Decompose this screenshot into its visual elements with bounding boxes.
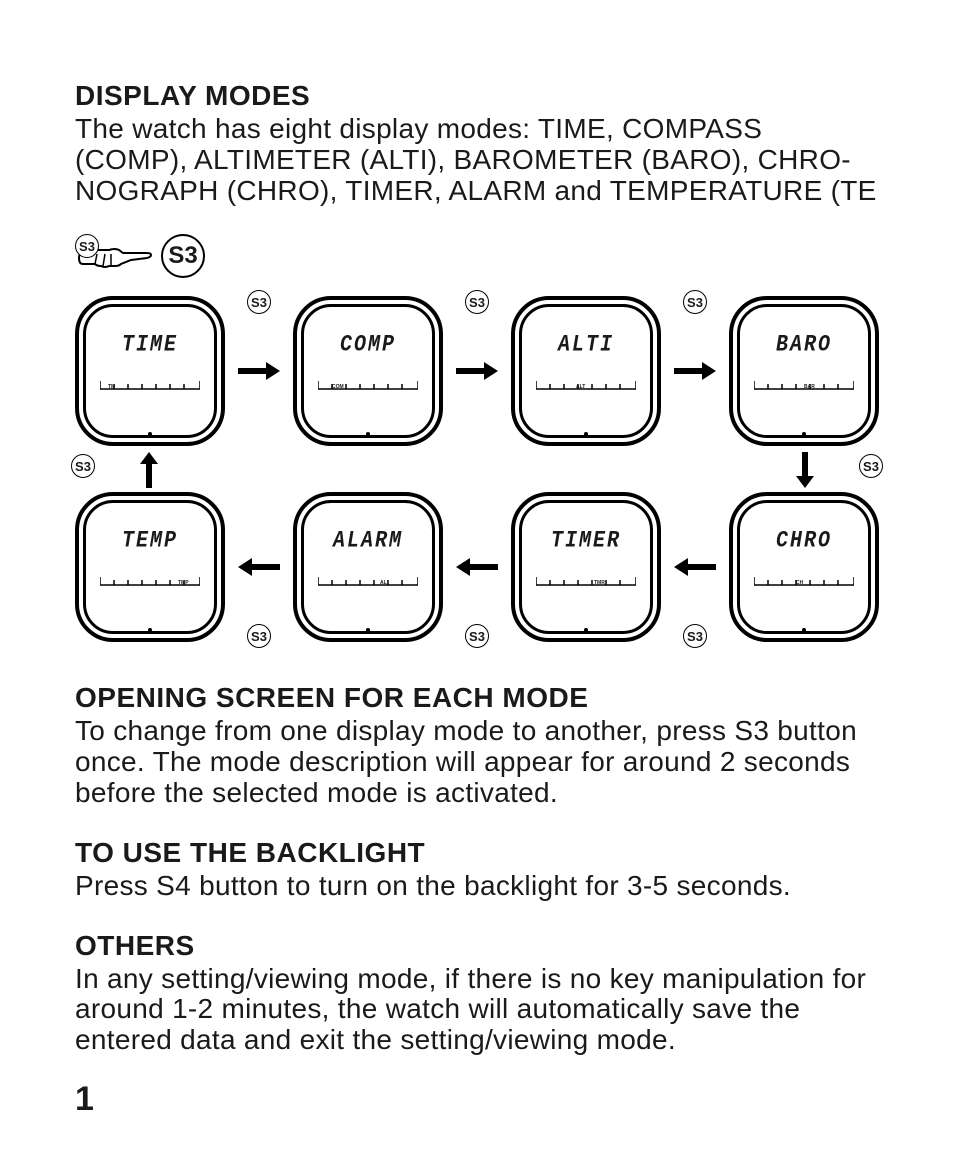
diagram-row-bottom: TEMP TMP S3 ALARM AL: [75, 492, 879, 642]
watch-scale-icon: COM: [318, 379, 418, 391]
watch-mode-label: ALTI: [558, 333, 614, 359]
watch-mode-label: BARO: [776, 333, 832, 359]
watch-scale-icon: ALT: [536, 379, 636, 391]
s3-big-label: S3: [161, 234, 205, 278]
watch-mode-label: ALARM: [333, 529, 403, 555]
diagram-row-top: TIME TM S3 COMP COM: [75, 296, 879, 446]
s3-label-icon: S3: [683, 290, 707, 314]
s3-label-icon: S3: [71, 454, 95, 478]
body-opening-screen: To change from one display mode to anoth…: [75, 716, 879, 808]
watch-temp: TEMP TMP: [75, 492, 225, 642]
arrow-right-2: S3: [452, 296, 502, 446]
watch-mode-label: TIME: [122, 333, 178, 359]
s3-label-icon: S3: [683, 624, 707, 648]
watch-timer: TIMER TMR: [511, 492, 661, 642]
s3-label-icon: S3: [859, 454, 883, 478]
heading-backlight: TO USE THE BACKLIGHT: [75, 837, 879, 869]
watch-alarm: ALARM AL: [293, 492, 443, 642]
arrow-left-2: S3: [452, 492, 502, 642]
arrow-down-right: [793, 450, 817, 490]
arrow-up-left: [137, 450, 161, 490]
watch-mode-label: TIMER: [551, 529, 621, 555]
s3-label-icon: S3: [247, 624, 271, 648]
watch-scale-icon: CH: [754, 575, 854, 587]
watch-mode-label: TEMP: [122, 529, 178, 555]
watch-mode-label: CHRO: [776, 529, 832, 555]
body-display-modes: The watch has eight display modes: TIME,…: [75, 114, 879, 206]
watch-scale-icon: TM: [100, 379, 200, 391]
watch-comp: COMP COM: [293, 296, 443, 446]
watch-scale-icon: TMR: [536, 575, 636, 587]
heading-opening-screen: OPENING SCREEN FOR EACH MODE: [75, 682, 879, 714]
body-others: In any setting/viewing mode, if there is…: [75, 964, 879, 1056]
watch-mode-label: COMP: [340, 333, 396, 359]
watch-alti: ALTI ALT: [511, 296, 661, 446]
arrow-left-1: S3: [234, 492, 284, 642]
watch-baro: BARO BAR: [729, 296, 879, 446]
watch-scale-icon: AL: [318, 575, 418, 587]
body-backlight: Press S4 button to turn on the backlight…: [75, 871, 879, 902]
arrow-left-3: S3: [670, 492, 720, 642]
heading-display-modes: DISPLAY MODES: [75, 80, 879, 112]
s3-label-icon: S3: [465, 290, 489, 314]
manual-page: DISPLAY MODES The watch has eight displa…: [0, 0, 954, 1159]
watch-chro: CHRO CH: [729, 492, 879, 642]
watch-scale-icon: BAR: [754, 379, 854, 391]
arrow-right-3: S3: [670, 296, 720, 446]
mode-cycle-diagram: S3 TIME TM S3: [75, 234, 879, 654]
watch-time: TIME TM: [75, 296, 225, 446]
page-number: 1: [75, 1080, 94, 1119]
watch-scale-icon: TMP: [100, 575, 200, 587]
arrow-right-1: S3: [234, 296, 284, 446]
heading-others: OTHERS: [75, 930, 879, 962]
s3-label-icon: S3: [247, 290, 271, 314]
s3-label-icon: S3: [465, 624, 489, 648]
